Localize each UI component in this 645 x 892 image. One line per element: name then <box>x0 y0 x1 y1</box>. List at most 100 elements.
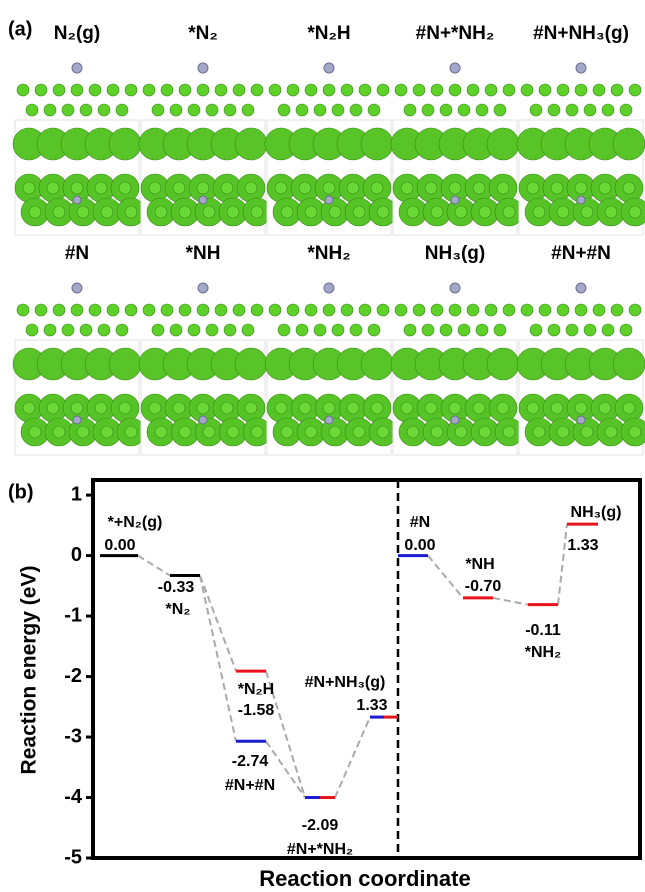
atom <box>323 304 335 316</box>
atom <box>197 402 209 414</box>
atom <box>101 426 113 438</box>
atom <box>170 324 182 336</box>
atom <box>26 324 38 336</box>
atom <box>485 304 497 316</box>
atom <box>109 348 141 380</box>
atom <box>455 206 467 218</box>
level-name: #N+#N <box>225 777 275 794</box>
level-name: *+N₂(g) <box>108 514 163 531</box>
atom <box>584 324 596 336</box>
structure-image <box>517 283 645 455</box>
atom <box>602 324 614 336</box>
atom <box>235 128 267 160</box>
atom <box>407 206 419 218</box>
figure: (a) (b) Reaction coordinate Reaction ene… <box>0 0 645 892</box>
atom <box>620 324 632 336</box>
structure-label: *NH₂ <box>307 243 350 264</box>
atom <box>584 104 596 116</box>
level-name: #N+NH₃(g) <box>305 674 386 691</box>
y-tick-label: -4 <box>64 786 83 808</box>
atom <box>629 304 641 316</box>
energy-label: 1.33 <box>356 697 387 714</box>
atom <box>173 182 185 194</box>
adsorbate <box>576 283 586 293</box>
atom <box>605 206 617 218</box>
adsorbate <box>451 196 459 204</box>
atom <box>197 84 209 96</box>
adsorbate <box>199 416 207 424</box>
adsorbate <box>450 63 460 73</box>
atom <box>323 182 335 194</box>
atom <box>170 104 182 116</box>
level-name: #N <box>410 514 430 531</box>
y-tick-label: -5 <box>64 846 82 868</box>
atom <box>611 304 623 316</box>
adsorbate <box>73 416 81 424</box>
structure-label: *N₂ <box>188 23 218 44</box>
atom <box>332 104 344 116</box>
atom <box>203 426 215 438</box>
atom <box>98 324 110 336</box>
energy-label: -0.11 <box>525 622 561 639</box>
plot-frame <box>93 480 640 858</box>
structure-image <box>391 63 523 235</box>
atom <box>575 304 587 316</box>
atom <box>152 324 164 336</box>
structure-label: *NH <box>186 243 221 264</box>
atom <box>487 128 519 160</box>
atom <box>53 304 65 316</box>
atom <box>539 84 551 96</box>
atom <box>287 84 299 96</box>
atom <box>281 206 293 218</box>
atom <box>431 304 443 316</box>
atom <box>29 206 41 218</box>
atom <box>179 304 191 316</box>
atom <box>449 304 461 316</box>
atom <box>530 324 542 336</box>
atom <box>377 84 389 96</box>
atom <box>26 104 38 116</box>
atom <box>305 426 317 438</box>
atom <box>305 84 317 96</box>
atom <box>116 324 128 336</box>
atom <box>467 84 479 96</box>
atom <box>125 84 137 96</box>
atom <box>89 84 101 96</box>
atom <box>119 182 131 194</box>
atom <box>599 182 611 194</box>
connector <box>558 524 567 604</box>
level-name: *NH₂ <box>525 644 561 661</box>
structure-image <box>265 63 397 235</box>
atom <box>62 104 74 116</box>
structure-label: #N+#N <box>551 243 611 264</box>
atom <box>404 324 416 336</box>
adsorbate <box>451 416 459 424</box>
atom <box>551 182 563 194</box>
structure-image <box>391 283 523 455</box>
atom <box>449 84 461 96</box>
atom <box>197 304 209 316</box>
atom <box>581 426 593 438</box>
adsorbate <box>72 63 82 73</box>
atom <box>413 304 425 316</box>
atom <box>503 84 515 96</box>
atom <box>425 182 437 194</box>
atom <box>467 304 479 316</box>
atom <box>152 104 164 116</box>
atom <box>497 182 509 194</box>
adsorbate <box>577 196 585 204</box>
atom <box>431 206 443 218</box>
atom <box>47 402 59 414</box>
atom <box>17 84 29 96</box>
atom <box>206 104 218 116</box>
atom <box>599 402 611 414</box>
atom <box>359 84 371 96</box>
atom <box>278 324 290 336</box>
atom <box>197 182 209 194</box>
atom <box>449 402 461 414</box>
atom <box>188 104 200 116</box>
atom <box>332 324 344 336</box>
atom <box>431 426 443 438</box>
level-name: *N₂H <box>238 681 274 698</box>
atom <box>368 324 380 336</box>
